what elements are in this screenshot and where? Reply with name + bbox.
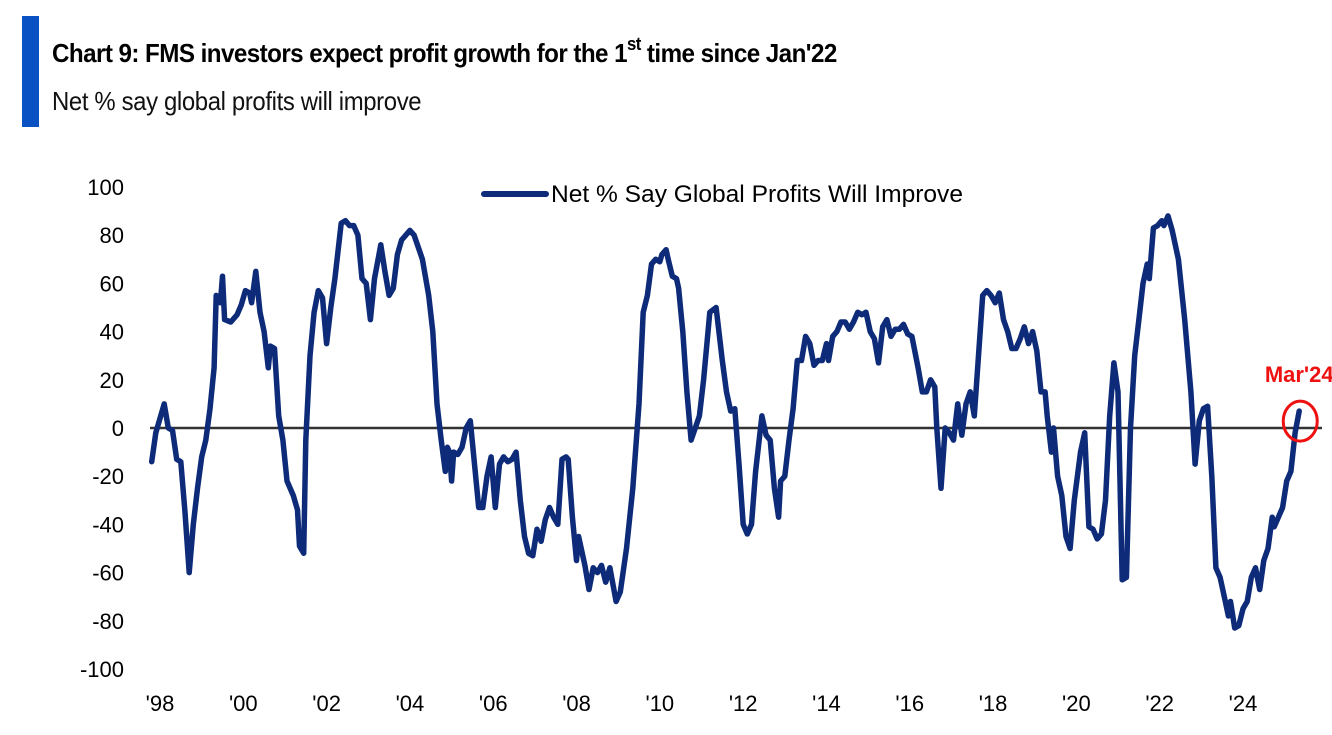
y-tick-label: 40 <box>100 320 124 345</box>
x-tick-label: '18 <box>979 691 1008 716</box>
y-tick-label: -100 <box>80 657 124 682</box>
x-tick-label: '12 <box>729 691 758 716</box>
x-axis: '98 '00 '02 '04 '06 '08 '10 '12 '14 '16 '18 '20 '22 '… <box>146 691 1258 716</box>
legend-label: Net % Say Global Profits Will Improve <box>551 181 963 208</box>
y-tick-label: 0 <box>112 416 124 441</box>
x-tick-label: '08 <box>562 691 591 716</box>
legend: Net % Say Global Profits Will Improve <box>481 181 963 208</box>
x-tick-label: '04 <box>396 691 425 716</box>
x-tick-label: '14 <box>812 691 841 716</box>
title-accent-bar <box>22 16 39 127</box>
x-tick-label: '00 <box>229 691 258 716</box>
y-axis: 100 80 60 40 20 0 -20 -40 -60 -80 -100 <box>80 175 124 682</box>
x-tick-label: '16 <box>895 691 924 716</box>
annotation-label: Mar'24 <box>1265 362 1332 387</box>
y-tick-label: 20 <box>100 368 124 393</box>
y-tick-label: 80 <box>100 223 124 248</box>
series-layer <box>148 213 1302 631</box>
y-tick-label: -60 <box>92 561 124 586</box>
y-tick-label: 60 <box>100 271 124 296</box>
series-line <box>148 213 1302 631</box>
annotation-circle <box>1281 399 1319 443</box>
chart-title: Chart 9: FMS investors expect profit gro… <box>52 35 837 69</box>
y-tick-label: -80 <box>92 609 124 634</box>
chart-title-superscript: st <box>627 34 641 54</box>
x-tick-label: '06 <box>479 691 508 716</box>
x-tick-label: '98 <box>146 691 175 716</box>
chart-title-main: Chart 9: FMS investors expect profit gro… <box>52 38 628 68</box>
chart-title-end: time since Jan'22 <box>640 38 837 68</box>
x-tick-label: '24 <box>1229 691 1258 716</box>
y-tick-label: -20 <box>92 464 124 489</box>
x-tick-label: '22 <box>1145 691 1174 716</box>
y-tick-label: -40 <box>92 512 124 537</box>
chart-subtitle: Net % say global profits will improve <box>52 86 422 116</box>
annotation: Mar'24 <box>1265 362 1332 443</box>
y-tick-label: 100 <box>87 175 124 200</box>
x-tick-label: '20 <box>1062 691 1091 716</box>
x-tick-label: '02 <box>312 691 341 716</box>
x-tick-label: '10 <box>646 691 675 716</box>
